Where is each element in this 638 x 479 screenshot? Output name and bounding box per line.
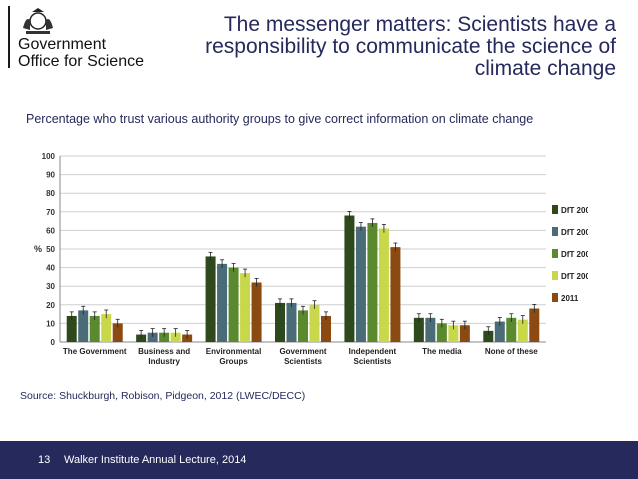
bar <box>529 308 540 342</box>
bar <box>355 226 366 342</box>
bar <box>517 319 528 342</box>
bar <box>378 228 389 342</box>
bar <box>436 323 447 342</box>
bar <box>78 310 89 342</box>
x-tick-label: None of these <box>485 347 538 356</box>
source-note: Source: Shuckburgh, Robison, Pidgeon, 20… <box>20 390 306 402</box>
y-tick-label: 20 <box>46 301 55 310</box>
bar <box>425 317 436 342</box>
y-tick-label: 40 <box>46 264 55 273</box>
x-tick-label: The Government <box>63 347 127 356</box>
slide-number: 13 <box>38 454 51 466</box>
legend-swatch <box>552 293 558 302</box>
bar <box>494 321 505 342</box>
x-tick-label: Independent <box>349 347 397 356</box>
bar <box>101 314 112 342</box>
y-tick-label: 0 <box>51 338 56 347</box>
y-tick-label: 80 <box>46 189 55 198</box>
bar <box>483 330 494 342</box>
legend-label: DfT 2008 <box>561 250 588 259</box>
bar <box>321 315 331 342</box>
bar <box>240 273 251 342</box>
legend-label: DfT 2006 <box>561 206 588 215</box>
x-tick-label: Industry <box>148 357 180 366</box>
footer-text: Walker Institute Annual Lecture, 2014 <box>64 454 247 466</box>
x-tick-label: Business and <box>138 347 190 356</box>
bar <box>89 315 100 342</box>
bar <box>344 215 355 342</box>
logo-divider <box>8 6 10 68</box>
y-tick-label: 100 <box>42 152 56 161</box>
chart-svg: 0 10 20 30 40 50 60 70 80 90 100% The Government Bus… <box>34 152 588 366</box>
bar <box>459 325 470 342</box>
bar <box>159 332 170 342</box>
bar <box>112 323 123 342</box>
bar <box>147 332 158 342</box>
y-tick-label: 70 <box>46 208 55 217</box>
x-tick-label: Environmental <box>206 347 262 356</box>
y-tick-label: 30 <box>46 282 55 291</box>
bar <box>298 310 308 342</box>
y-axis-label: % <box>34 244 42 254</box>
y-tick-label: 10 <box>46 319 55 328</box>
y-tick-label: 60 <box>46 226 55 235</box>
logo-line-1: Government <box>18 36 107 53</box>
logo-line-2: Office for Science <box>18 53 144 70</box>
bar-chart: 0 10 20 30 40 50 60 70 80 90 100% The Government Bus… <box>28 148 588 380</box>
bar <box>228 267 239 342</box>
bar <box>309 304 320 342</box>
legend-label: 2011 <box>561 294 579 303</box>
x-tick-label: Scientists <box>284 357 322 366</box>
bar <box>217 263 228 342</box>
bar <box>506 317 517 342</box>
bar <box>286 302 297 342</box>
legend-swatch <box>552 227 558 236</box>
legend-label: DfT 2007 <box>561 228 588 237</box>
x-tick-label: Scientists <box>354 357 392 366</box>
y-tick-label: 90 <box>46 171 55 180</box>
x-tick-label: Government <box>279 347 326 356</box>
bar <box>251 282 262 342</box>
bar <box>170 332 181 342</box>
footer-bar: 13 Walker Institute Annual Lecture, 2014 <box>0 441 638 479</box>
legend-swatch <box>552 249 558 258</box>
x-tick-label: The media <box>422 347 462 356</box>
bar <box>66 315 77 342</box>
logo: Government Office for Science <box>8 6 168 70</box>
bar <box>205 256 216 342</box>
bar <box>448 325 459 342</box>
bar <box>367 222 378 342</box>
royal-crest-icon <box>23 8 53 34</box>
bar <box>390 247 401 342</box>
bar <box>275 302 285 342</box>
chart-subtitle: Percentage who trust various authority g… <box>26 112 534 126</box>
x-tick-label: Groups <box>219 357 248 366</box>
legend-label: DfT 2009 <box>561 272 588 281</box>
legend-swatch <box>552 205 558 214</box>
bar <box>413 317 424 342</box>
legend-swatch <box>552 271 558 280</box>
slide-title: The messenger matters: Scientists have a… <box>205 13 616 80</box>
y-tick-label: 50 <box>46 245 55 254</box>
